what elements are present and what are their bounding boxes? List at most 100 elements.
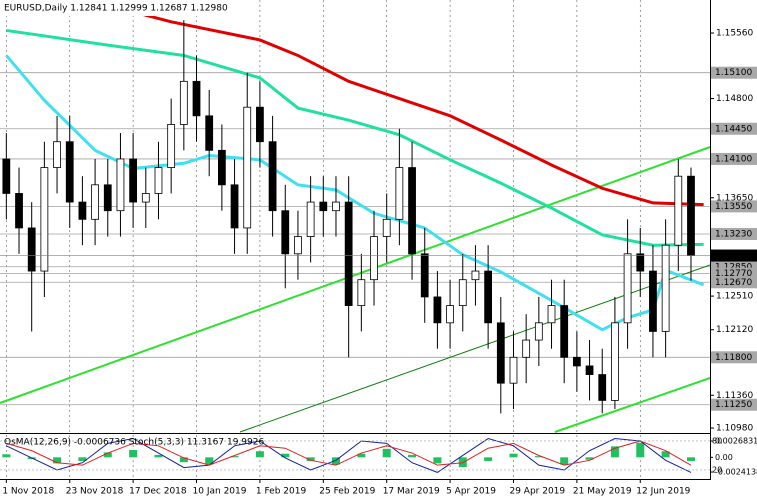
- current-price-box: [711, 249, 757, 262]
- osma-bar: [686, 457, 695, 461]
- y-tick-label: 0.00: [715, 453, 733, 462]
- trend-line: [0, 146, 711, 404]
- candle-body: [560, 305, 569, 358]
- candle-body: [484, 270, 493, 324]
- osma-bar: [357, 453, 366, 458]
- y-tick-label: 0.0026831: [715, 436, 757, 445]
- x-tick-label: 17 Mar 2019: [383, 487, 440, 497]
- y2-tick-label: 20: [712, 465, 722, 474]
- candle-body: [65, 141, 74, 203]
- osma-bar: [154, 454, 163, 458]
- candle-body: [91, 184, 99, 220]
- osma-bar: [78, 457, 87, 461]
- x-tick-label: 29 Apr 2019: [509, 487, 565, 497]
- candle-body: [116, 158, 125, 212]
- y-tick-label: 1.12510: [716, 292, 753, 302]
- level-label: 1.11250: [715, 400, 752, 410]
- osma-bar: [230, 456, 239, 458]
- osma-bar: [2, 454, 11, 458]
- osma-bar: [331, 457, 340, 465]
- osma-bar: [484, 457, 493, 461]
- sub-plot: [0, 438, 710, 473]
- osma-bar: [129, 450, 138, 458]
- x-tick-label: 23 Nov 2018: [66, 487, 124, 497]
- level-label: 1.11800: [715, 353, 752, 363]
- candle-body: [611, 322, 619, 401]
- y-tick-label: 1.12120: [716, 325, 753, 335]
- osma-bar: [636, 442, 645, 458]
- level-label: 1.14450: [715, 124, 752, 134]
- candle-body: [179, 80, 188, 125]
- candle-body: [294, 236, 302, 255]
- candle-body: [256, 106, 264, 143]
- candle-body: [420, 253, 429, 298]
- trend-line: [239, 264, 711, 433]
- candle-body: [522, 339, 531, 358]
- level-box: [711, 398, 757, 411]
- candle-body: [623, 253, 632, 324]
- y-tick-label: 1.10980: [716, 424, 753, 434]
- candle-body: [572, 356, 581, 367]
- candle-body: [141, 193, 150, 203]
- candle-body: [357, 279, 366, 306]
- candle-body: [230, 184, 239, 229]
- candle-body: [636, 253, 645, 272]
- candle-body: [217, 149, 226, 186]
- candle-body: [649, 270, 657, 332]
- level-label: 1.14100: [715, 154, 752, 164]
- trend-line: [554, 377, 711, 433]
- x-tick-label: 12 Jun 2019: [636, 487, 690, 497]
- osma-bar: [281, 453, 290, 458]
- osma-bar: [382, 448, 391, 458]
- x-tick-label: 25 Feb 2019: [319, 487, 375, 497]
- title-bg: [0, 0, 240, 16]
- level-box: [711, 351, 757, 364]
- candle-body: [154, 167, 163, 194]
- candle-body: [598, 374, 607, 401]
- osma-bar: [103, 452, 112, 458]
- y-tick-label: 1.13650: [716, 193, 753, 203]
- y-tick-label: 1.11360: [716, 391, 753, 401]
- stoch-line: [6, 440, 692, 466]
- candle-body: [382, 218, 391, 237]
- candle-body: [687, 175, 695, 256]
- candle-body: [547, 305, 556, 324]
- osma-bar: [661, 451, 670, 458]
- y2-tick-label: 80: [712, 436, 722, 445]
- candle-body: [319, 201, 328, 212]
- level-box: [711, 66, 757, 79]
- candle-body: [167, 124, 176, 168]
- osma-bar: [205, 457, 214, 465]
- candle-body: [205, 115, 214, 151]
- candle-body: [344, 201, 353, 306]
- candle-body: [53, 141, 61, 168]
- x-tick-label: 1 Feb 2019: [256, 487, 307, 497]
- level-label: 1.13550: [715, 202, 752, 212]
- candle-body: [509, 356, 518, 384]
- level-label: 1.12850: [715, 262, 752, 272]
- candle-body: [192, 80, 201, 117]
- candle-body: [40, 167, 49, 272]
- x-tick-label: 1 Nov 2018: [2, 487, 54, 497]
- oscillator-title: OsMA(12,26,9) -0.0006736 Stoch(5,3,3) 11…: [4, 438, 264, 448]
- level-box: [711, 276, 757, 289]
- candle-body: [268, 141, 277, 212]
- candle-body: [496, 322, 505, 384]
- candle-body: [370, 236, 378, 281]
- candle-body: [408, 167, 416, 255]
- x-tick-label: 10 Jan 2019: [193, 487, 247, 497]
- level-label: 1.15100: [715, 68, 752, 78]
- candle-body: [27, 227, 36, 272]
- osma-bar: [408, 454, 417, 458]
- level-label: 1.13230: [715, 229, 752, 239]
- osma-bar: [53, 457, 62, 464]
- osma-bar: [179, 457, 188, 463]
- level-box: [711, 227, 757, 240]
- main-plot: [2, 0, 705, 414]
- osma-bar: [560, 457, 569, 465]
- candle-body: [446, 305, 454, 324]
- candle-body: [306, 201, 315, 237]
- x-tick-label: 17 Dec 2018: [129, 487, 187, 497]
